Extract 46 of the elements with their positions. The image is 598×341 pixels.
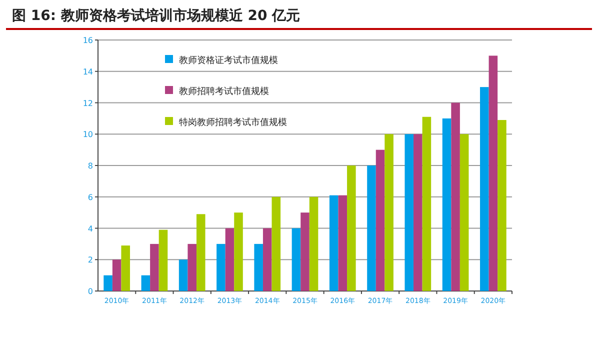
bar [338,195,348,291]
bar [196,214,206,291]
bar [367,166,376,291]
bar [158,230,168,291]
bar [262,228,272,291]
y-tick-label: 0 [88,287,93,296]
bar [112,260,122,291]
bar [150,244,159,291]
bar [414,134,422,291]
bar [422,116,432,291]
legend-label: 教师资格证考试市值规模 [179,55,278,66]
bar [384,134,394,291]
bar [460,134,469,291]
bar [141,275,150,291]
bar [272,196,281,291]
bar [216,244,226,291]
bar [498,120,506,291]
legend-label: 特岗教师招聘考试市值规模 [179,117,287,128]
bar [376,150,385,291]
y-tick-label: 16 [82,36,93,45]
y-tick-label: 8 [88,162,93,170]
bar [225,228,234,291]
bar [309,196,318,291]
y-tick-label: 12 [82,98,93,108]
bar [104,275,112,291]
y-tick-label: 10 [82,130,93,140]
bar [451,102,460,291]
bar [347,166,356,291]
bar [442,118,452,291]
bar [254,244,263,291]
chart-title: 图 16: 教师资格考试培训市场规模近 20 亿元 [12,7,300,24]
bar [404,134,414,291]
y-tick-label: 6 [88,192,93,202]
y-tick-label: 4 [88,224,93,234]
bar [121,246,130,291]
bar [480,87,489,291]
bar [234,212,243,291]
bar [188,244,196,291]
y-tick-label: 2 [88,256,93,265]
bar [300,212,310,291]
bar [488,56,498,291]
bar [329,195,338,291]
bar [292,228,301,291]
legend-label: 教师招聘考试市值规模 [179,86,269,97]
y-tick-label: 14 [82,67,93,76]
bar [178,260,188,291]
